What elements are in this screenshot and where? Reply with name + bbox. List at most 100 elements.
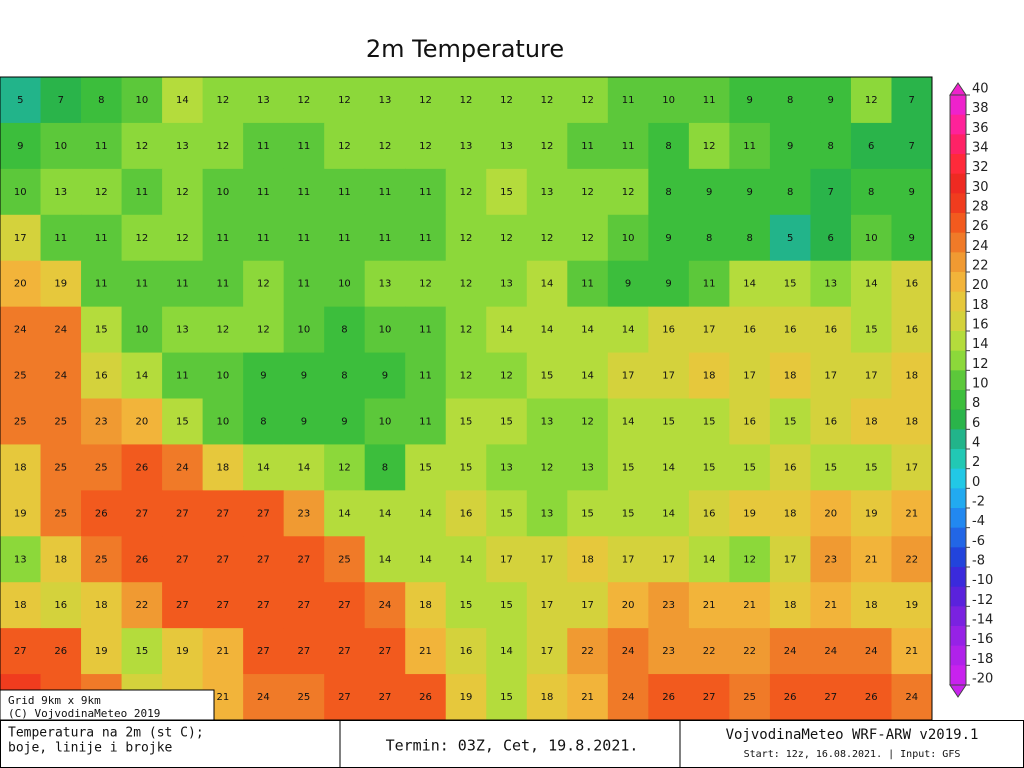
colorbar-label: 14 [972,337,989,352]
temperature-cell [202,168,244,216]
temperature-value: 14 [622,325,635,336]
temperature-cell [121,77,163,124]
temperature-cell [81,352,123,399]
map: 5 7 8 10 14 12 13 12 12 13 12 12 12 12 12 11 10 11 9 8 9 12 7 9… [0,77,933,721]
colorbar-label: -20 [972,672,993,687]
temperature-cell [486,168,528,216]
temperature-value: 26 [662,692,675,703]
temperature-value: 10 [217,187,230,198]
colorbar-label: -18 [972,652,993,667]
temperature-cell [526,444,568,491]
grid-note: Grid 9km x 9km [8,694,101,707]
temperature-cell [243,77,285,124]
temperature-cell [0,582,42,629]
temperature-cell [81,582,123,629]
temperature-value: 14 [865,279,878,290]
temperature-cell [810,628,852,675]
temperature-value: 17 [662,554,675,565]
temperature-value: 18 [865,416,878,427]
temperature-value: 8 [828,141,834,152]
temperature-cell [445,122,487,170]
temperature-value: 15 [460,600,473,611]
temperature-value: 7 [58,95,64,106]
temperature-value: 27 [217,508,230,519]
temperature-value: 24 [379,600,392,611]
temperature-cell [243,122,285,170]
temperature-cell [0,536,42,583]
temperature-cell [162,536,204,583]
temperature-cell [850,122,892,170]
temperature-cell [283,122,325,170]
temperature-cell [486,260,528,308]
temperature-cell [40,398,82,445]
temperature-cell [364,674,406,721]
temperature-cell [850,306,892,354]
colorbar-segment [950,252,966,273]
temperature-value: 27 [824,692,837,703]
temperature-cell [688,536,730,583]
temperature-cell [324,306,366,354]
temperature-value: 11 [743,141,756,152]
temperature-value: 12 [176,233,189,244]
temperature-value: 13 [581,462,594,473]
temperature-value: 12 [338,95,351,106]
temperature-value: 12 [460,233,473,244]
temperature-cell [283,352,325,399]
temperature-value: 19 [95,646,108,657]
temperature-cell [526,352,568,399]
temperature-cell [405,214,447,262]
temperature-cell [810,77,852,124]
temperature-value: 16 [743,416,756,427]
temperature-cell [40,214,82,262]
temperature-cell [445,582,487,629]
temperature-cell [121,306,163,354]
temperature-value: 16 [905,325,918,336]
temperature-value: 13 [460,141,473,152]
temperature-cell [81,536,123,583]
temperature-cell [729,582,771,629]
temperature-value: 27 [14,646,27,657]
temperature-cell [810,214,852,262]
temperature-cell [243,260,285,308]
temperature-value: 27 [298,600,311,611]
temperature-value: 14 [581,371,594,382]
temperature-value: 7 [909,141,915,152]
temperature-value: 15 [581,508,594,519]
temperature-value: 14 [298,462,311,473]
temperature-value: 24 [176,462,189,473]
temperature-cell [891,260,933,308]
temperature-cell [0,628,42,675]
temperature-cell [40,260,82,308]
temperature-value: 10 [54,141,67,152]
temperature-cell [688,352,730,399]
temperature-value: 23 [662,600,675,611]
temperature-value: 17 [581,600,594,611]
colorbar-label: 24 [972,239,989,254]
temperature-value: 15 [824,462,837,473]
colorbar-segment [950,154,966,175]
temperature-value: 11 [54,233,67,244]
temperature-cell [283,214,325,262]
temperature-value: 25 [54,416,67,427]
temperature-cell [202,214,244,262]
temperature-value: 21 [217,692,230,703]
footer-frame [0,720,1024,768]
temperature-value: 14 [460,554,473,565]
temperature-value: 10 [662,95,675,106]
temperature-value: 12 [460,371,473,382]
temperature-cell [526,306,568,354]
temperature-cell [121,490,163,537]
temperature-cell [810,168,852,216]
temperature-cell [486,444,528,491]
temperature-cell [243,628,285,675]
temperature-cell [567,260,609,308]
temperature-value: 12 [298,95,311,106]
temperature-value: 27 [379,646,392,657]
temperature-value: 14 [257,462,270,473]
temperature-value: 27 [257,554,270,565]
temperature-cell [567,214,609,262]
temperature-value: 15 [419,462,432,473]
temperature-cell [486,122,528,170]
temperature-cell [526,214,568,262]
temperature-value: 12 [217,141,230,152]
